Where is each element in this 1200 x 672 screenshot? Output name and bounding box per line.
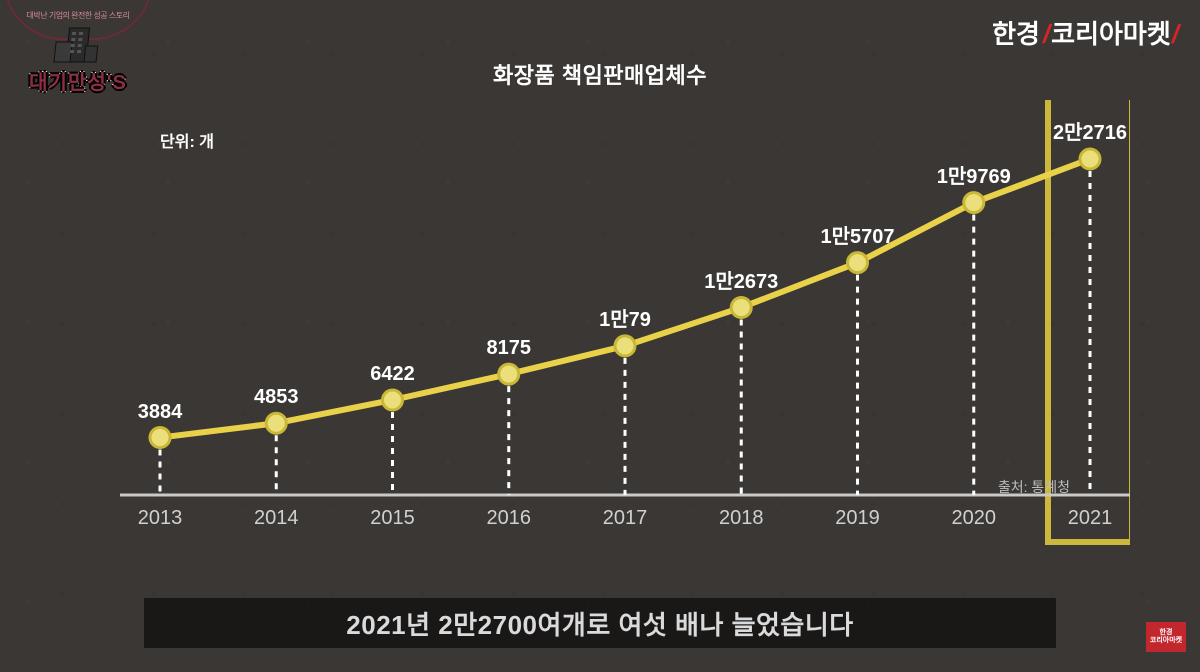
value-label: 1만79 [599, 303, 651, 332]
x-axis-label: 2014 [254, 507, 299, 530]
marker [150, 428, 170, 448]
video-frame: 대박난 기업의 완전한 성공 스토리 대기만성'S 한경/코리아마켓/ 화장품 … [0, 0, 1200, 672]
marker [1080, 149, 1100, 169]
chart-area: 출처: 통계청 3884 2013 4853 2014 6422 2015 8175 2016… [120, 100, 1130, 550]
building-icon [48, 24, 108, 66]
value-label: 4853 [254, 386, 299, 409]
x-axis-label: 2019 [835, 507, 880, 530]
x-axis-label: 2017 [603, 507, 648, 530]
marker [848, 253, 868, 273]
watermark-line2: 코리아마켓 [1150, 637, 1182, 645]
marker [964, 193, 984, 213]
marker [383, 390, 403, 410]
watermark: 한경 코리아마켓 [1146, 622, 1186, 652]
show-logo: 대박난 기업의 완전한 성공 스토리 대기만성'S [8, 6, 148, 96]
caption-text: 2021년 2만2700여개로 여섯 배나 늘었습니다 [346, 605, 853, 642]
value-label: 6422 [370, 363, 415, 386]
x-axis-label: 2018 [719, 507, 764, 530]
logo-arc-text: 대박난 기업의 완전한 성공 스토리 [27, 10, 130, 21]
show-name: 대기만성'S [29, 66, 127, 95]
value-label: 8175 [487, 337, 532, 360]
value-label: 1만5707 [820, 220, 894, 249]
marker [266, 413, 286, 433]
brand-tick-right: / [1172, 19, 1179, 50]
chart-title: 화장품 책임판매업체수 [493, 58, 707, 90]
value-label: 2만2716 [1053, 116, 1127, 145]
caption-bar: 2021년 2만2700여개로 여섯 배나 늘었습니다 [144, 598, 1056, 648]
brand-main: 코리아마켓 [1051, 19, 1171, 49]
x-axis-label: 2021 [1068, 507, 1113, 530]
source-label: 출처: 통계청 [998, 477, 1070, 497]
value-label: 3884 [138, 401, 183, 424]
x-axis-label: 2015 [370, 507, 415, 530]
brand-logo: 한경/코리아마켓/ [992, 14, 1180, 51]
value-label: 1만9769 [937, 160, 1011, 189]
marker [615, 336, 635, 356]
marker [731, 298, 751, 318]
brand-prefix: 한경 [992, 19, 1040, 49]
marker [499, 364, 519, 384]
brand-tick-left: / [1043, 19, 1050, 50]
x-axis-label: 2020 [952, 507, 997, 530]
x-axis-label: 2016 [487, 507, 532, 530]
x-axis-label: 2013 [138, 507, 183, 530]
value-label: 1만2673 [704, 265, 778, 294]
watermark-line1: 한경 [1160, 629, 1173, 637]
